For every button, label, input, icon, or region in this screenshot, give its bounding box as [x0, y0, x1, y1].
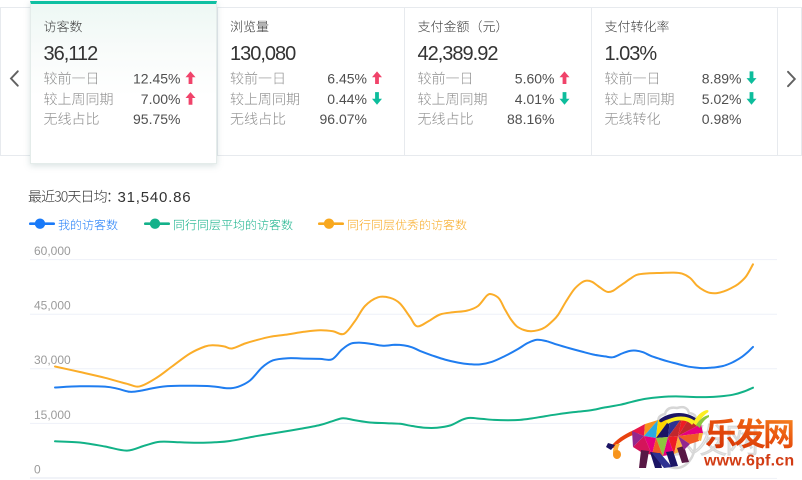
- svg-text:130,080: 130,080: [230, 43, 296, 65]
- svg-text:31,540.86: 31,540.86: [118, 189, 192, 206]
- svg-text:1.03%: 1.03%: [605, 43, 658, 65]
- svg-text:42,389.92: 42,389.92: [418, 43, 499, 65]
- svg-text:36,112: 36,112: [44, 43, 99, 65]
- svg-text:4.01%: 4.01%: [515, 91, 555, 107]
- svg-text:5.02%: 5.02%: [702, 91, 742, 107]
- svg-text:7.00%: 7.00%: [141, 91, 181, 107]
- svg-text:0.98%: 0.98%: [702, 111, 742, 127]
- svg-text:0: 0: [34, 462, 41, 476]
- svg-text:5.60%: 5.60%: [515, 70, 555, 86]
- svg-text:88.16%: 88.16%: [507, 111, 554, 127]
- svg-text:8.89%: 8.89%: [702, 70, 742, 86]
- svg-text:30,000: 30,000: [34, 353, 71, 367]
- svg-text:6.45%: 6.45%: [327, 70, 367, 86]
- svg-text:12.45%: 12.45%: [133, 70, 180, 86]
- svg-text:0.44%: 0.44%: [327, 91, 367, 107]
- svg-text:www.6pf.cn: www.6pf.cn: [703, 453, 794, 470]
- svg-text:45,000: 45,000: [34, 299, 71, 313]
- svg-text:95.75%: 95.75%: [133, 111, 180, 127]
- svg-text:96.07%: 96.07%: [320, 111, 367, 127]
- svg-text:15,000: 15,000: [34, 408, 71, 422]
- svg-text:60,000: 60,000: [34, 244, 71, 258]
